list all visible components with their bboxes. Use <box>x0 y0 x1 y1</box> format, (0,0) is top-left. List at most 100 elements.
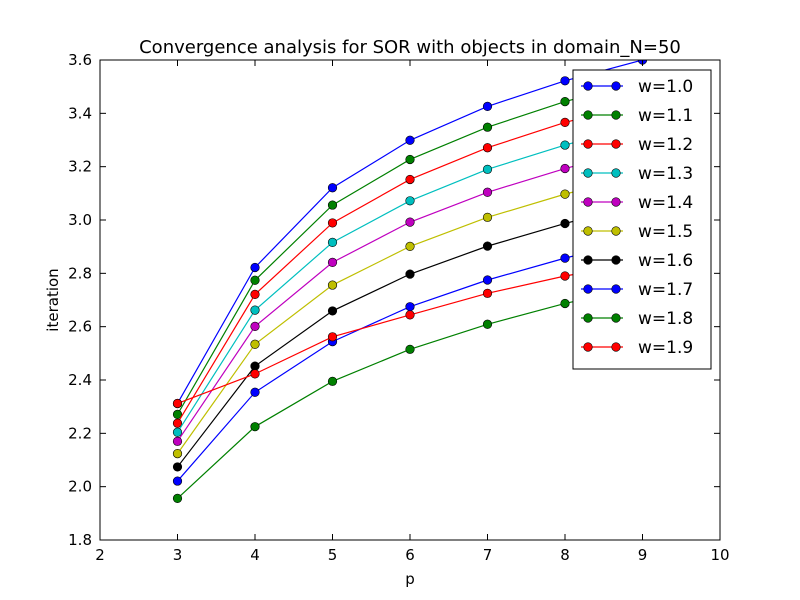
legend-marker <box>583 168 593 178</box>
data-point <box>405 344 415 354</box>
legend-marker <box>583 139 593 149</box>
legend-marker <box>583 255 593 265</box>
series-w=1.8 <box>172 282 648 504</box>
data-point <box>482 288 493 298</box>
legend-marker <box>611 284 621 294</box>
data-point <box>560 189 570 199</box>
axis-ticks: 2 3 4 5 6 7 8 9 10 1.8 2.0 2.2 2.4 2.6 2.8 3.0 3.2 3.4 3.6 <box>68 51 729 564</box>
legend-label: w=1.8 <box>638 309 693 329</box>
legend-marker <box>583 313 593 323</box>
data-point <box>327 183 338 193</box>
legend-item-w=1.7: w=1.7 <box>581 280 693 300</box>
data-point <box>560 163 570 174</box>
legend-item-w=1.1: w=1.1 <box>581 106 693 126</box>
data-point <box>327 237 338 247</box>
legend-item-w=1.0: w=1.0 <box>581 77 693 97</box>
x-tick-label: 3 <box>173 546 183 564</box>
legend-label: w=1.9 <box>638 338 693 358</box>
y-tick-label: 3.0 <box>68 211 92 229</box>
legend-marker <box>611 313 621 323</box>
data-point <box>172 462 183 472</box>
x-axis-label: p <box>405 570 415 588</box>
x-tick-label: 10 <box>710 546 729 564</box>
data-point <box>482 164 493 174</box>
series-w=1.2 <box>172 98 648 428</box>
y-axis-label: iteration <box>44 268 62 331</box>
data-point <box>250 305 260 315</box>
x-tick-label: 9 <box>638 546 648 564</box>
legend-marker <box>611 139 621 149</box>
x-tick-label: 2 <box>95 546 105 564</box>
data-point <box>250 339 260 349</box>
data-point <box>482 319 493 329</box>
data-point <box>327 332 338 342</box>
data-point <box>560 253 570 263</box>
legend-marker <box>583 284 593 294</box>
data-point <box>250 369 260 379</box>
data-point <box>172 398 183 409</box>
legend-marker <box>611 81 621 91</box>
legend-label: w=1.6 <box>638 251 693 271</box>
data-point <box>250 361 260 371</box>
data-point <box>405 174 415 185</box>
legend-label: w=1.0 <box>638 77 693 97</box>
data-point <box>250 387 260 397</box>
data-point <box>327 257 338 268</box>
data-point <box>172 418 183 428</box>
data-point <box>172 493 183 504</box>
data-point <box>482 212 493 222</box>
legend-marker <box>611 168 621 178</box>
data-point <box>250 321 260 332</box>
data-point <box>560 218 570 229</box>
legend-marker <box>611 342 621 352</box>
data-point <box>327 376 338 386</box>
data-point <box>405 154 415 165</box>
legend-label: w=1.7 <box>638 280 693 300</box>
data-point <box>405 302 415 312</box>
data-point <box>482 275 493 285</box>
x-tick-label: 4 <box>250 546 260 564</box>
legend-marker <box>611 226 621 236</box>
y-tick-label: 2.6 <box>68 318 92 336</box>
y-tick-label: 2.0 <box>68 478 92 496</box>
legend-marker <box>583 81 593 91</box>
data-point <box>560 76 570 86</box>
legend-item-w=1.8: w=1.8 <box>581 309 693 329</box>
legend: w=1.0 w=1.1 w=1.2 w=1.3 w=1.4 w=1.5 w=1.6 w=1.7… <box>572 69 712 370</box>
data-point <box>405 135 415 145</box>
y-tick-label: 1.8 <box>68 531 92 549</box>
x-tick-label: 5 <box>328 546 338 564</box>
legend-item-w=1.2: w=1.2 <box>581 135 693 155</box>
data-point <box>250 289 260 300</box>
data-point <box>405 196 415 206</box>
data-point <box>560 117 570 127</box>
y-tick-label: 2.8 <box>68 264 92 282</box>
data-point <box>405 241 415 251</box>
y-tick-label: 3.6 <box>68 51 92 69</box>
data-point <box>250 262 260 273</box>
legend-label: w=1.4 <box>638 193 693 213</box>
legend-marker <box>583 197 593 207</box>
legend-item-w=1.9: w=1.9 <box>581 338 693 358</box>
data-point <box>482 143 493 153</box>
legend-box <box>572 69 712 370</box>
data-point <box>172 476 183 486</box>
data-point <box>482 241 493 251</box>
data-point <box>405 217 415 227</box>
legend-label: w=1.2 <box>638 135 693 155</box>
data-point <box>327 306 338 316</box>
x-tick-label: 7 <box>483 546 493 564</box>
data-point <box>482 187 493 197</box>
data-point <box>482 122 493 132</box>
legend-marker <box>583 342 593 352</box>
legend-marker <box>611 197 621 207</box>
data-point <box>560 298 570 309</box>
legend-marker <box>611 255 621 265</box>
y-tick-label: 2.2 <box>68 424 92 442</box>
legend-marker <box>583 110 593 120</box>
legend-label: w=1.5 <box>638 222 693 242</box>
legend-item-w=1.5: w=1.5 <box>581 222 693 242</box>
chart-title: Convergence analysis for SOR with object… <box>139 37 681 58</box>
y-tick-label: 3.4 <box>68 104 92 122</box>
